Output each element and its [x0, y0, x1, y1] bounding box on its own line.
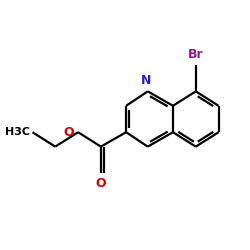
- Text: O: O: [63, 126, 74, 139]
- Text: Br: Br: [188, 48, 204, 61]
- Text: H3C: H3C: [5, 127, 30, 137]
- Text: N: N: [141, 74, 152, 87]
- Text: O: O: [96, 177, 106, 190]
